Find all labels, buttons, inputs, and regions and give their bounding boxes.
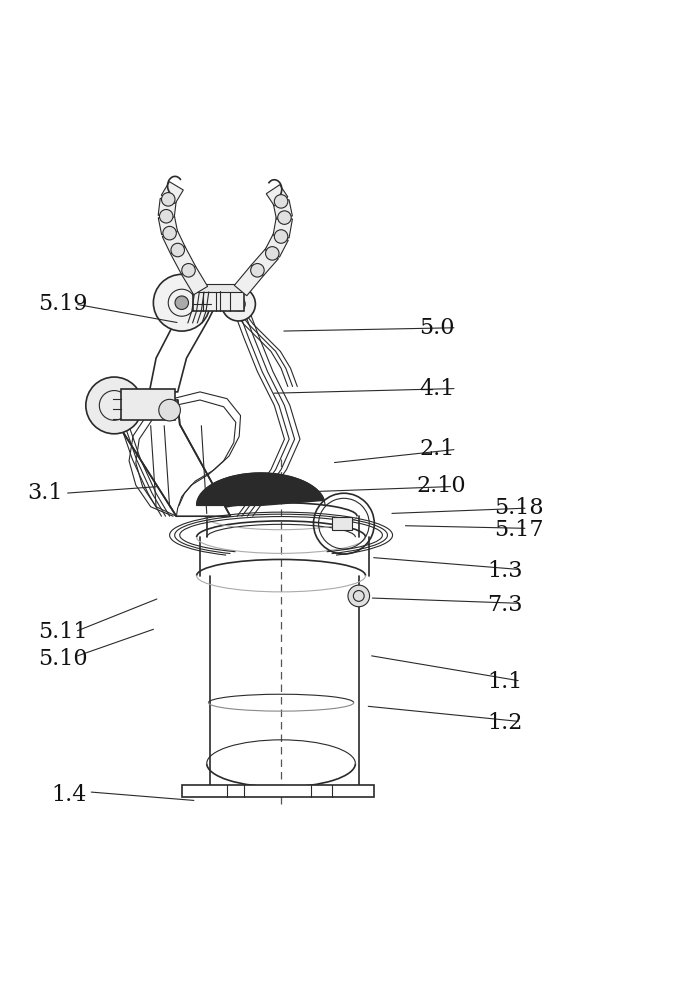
Polygon shape [158, 198, 176, 217]
Text: 5.11: 5.11 [38, 621, 87, 643]
Text: 1.3: 1.3 [487, 560, 523, 582]
Text: 1.2: 1.2 [487, 712, 523, 734]
Circle shape [159, 399, 180, 421]
Circle shape [250, 264, 264, 277]
Polygon shape [273, 200, 292, 219]
Polygon shape [251, 248, 278, 276]
Circle shape [265, 247, 279, 260]
Circle shape [278, 211, 291, 224]
Polygon shape [121, 389, 175, 420]
Circle shape [160, 209, 173, 223]
Text: 5.10: 5.10 [38, 648, 87, 670]
Text: 5.17: 5.17 [494, 519, 544, 541]
Text: 5.19: 5.19 [38, 293, 87, 315]
Polygon shape [196, 284, 245, 292]
Polygon shape [332, 517, 352, 530]
Polygon shape [150, 305, 215, 392]
Polygon shape [171, 246, 196, 274]
Polygon shape [117, 399, 230, 516]
Circle shape [348, 585, 370, 607]
Circle shape [163, 226, 176, 240]
Text: 3.1: 3.1 [28, 482, 63, 504]
Polygon shape [161, 182, 183, 204]
Text: 1.1: 1.1 [487, 671, 523, 693]
Text: 1.4: 1.4 [51, 784, 87, 806]
Text: 7.3: 7.3 [487, 594, 523, 616]
Circle shape [154, 274, 210, 331]
Text: 2.1: 2.1 [420, 438, 455, 460]
Circle shape [274, 230, 288, 243]
Polygon shape [158, 215, 177, 235]
Circle shape [86, 377, 143, 434]
Polygon shape [265, 233, 288, 257]
Circle shape [221, 287, 255, 321]
Polygon shape [196, 473, 324, 505]
Circle shape [175, 296, 188, 309]
Polygon shape [181, 266, 208, 295]
Text: 5.0: 5.0 [420, 317, 455, 339]
Polygon shape [273, 216, 292, 238]
Polygon shape [162, 230, 185, 254]
Polygon shape [266, 185, 288, 206]
Polygon shape [181, 785, 374, 797]
Text: 2.10: 2.10 [416, 475, 466, 497]
Text: 5.18: 5.18 [494, 497, 544, 519]
Polygon shape [193, 292, 244, 311]
Text: 4.1: 4.1 [420, 378, 455, 400]
Circle shape [162, 193, 175, 206]
Polygon shape [234, 265, 263, 296]
Circle shape [181, 264, 195, 277]
Circle shape [274, 195, 288, 208]
Circle shape [171, 243, 184, 257]
